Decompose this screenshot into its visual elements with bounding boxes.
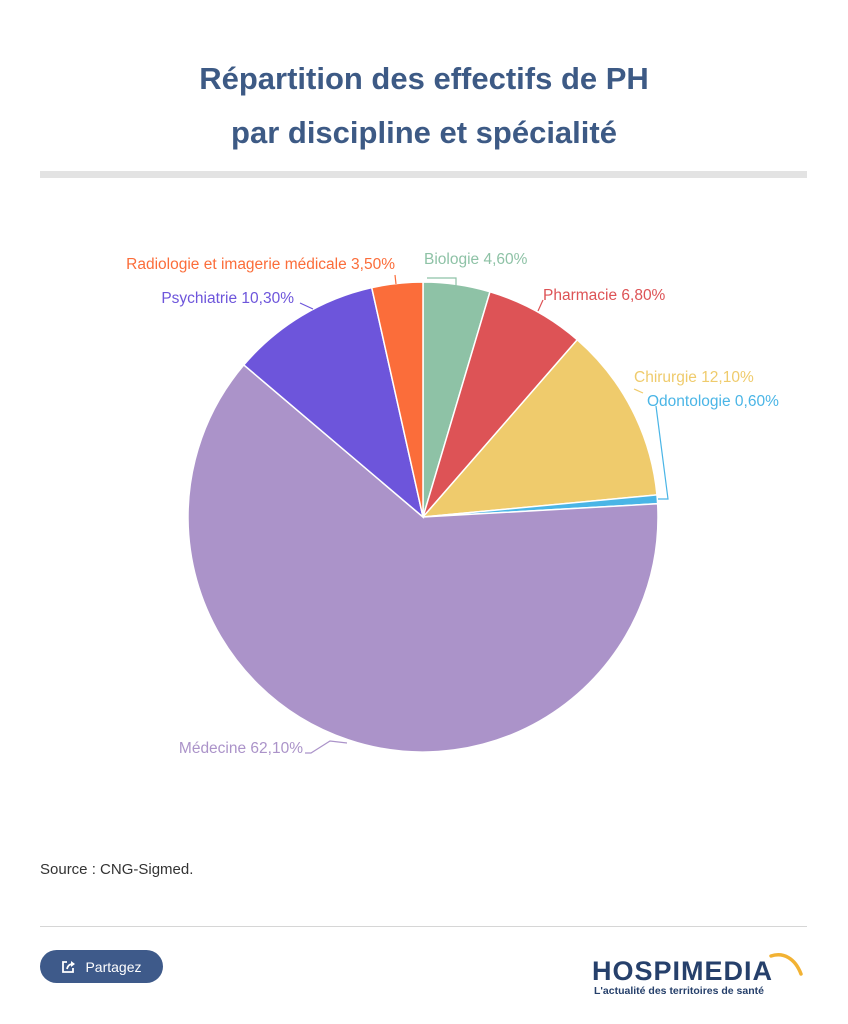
slice-label-psychiatrie: Psychiatrie 10,30% <box>161 290 294 307</box>
hospimedia-logo[interactable]: HOSPIMEDIA L'actualité des territoires d… <box>592 952 807 1002</box>
logo-wordmark: HOSPIMEDIA <box>592 956 774 986</box>
pie-chart: Biologie 4,60% Pharmacie 6,80% Chirurgie 1… <box>126 251 779 757</box>
pie-slice-chirurgie <box>421 338 658 518</box>
logo-arc-icon <box>769 953 803 976</box>
logo-tagline: L'actualité des territoires de santé <box>594 985 764 997</box>
share-icon <box>62 960 76 973</box>
slice-label-chirurgie: Chirurgie 12,10% <box>634 369 754 386</box>
share-button-label: Partagez <box>85 958 142 975</box>
pie-slice-radiologie-et-imagerie-m-dicale <box>370 281 424 518</box>
share-button[interactable]: Partagez <box>40 950 163 983</box>
chart-title-line-1: Répartition des effectifs de PH <box>199 61 649 96</box>
leader-line-biologie <box>427 277 457 287</box>
leader-line-radiologie-et-imagerie-m-dicale <box>394 274 397 285</box>
footer-divider <box>40 926 807 927</box>
leader-line-pharmacie <box>537 299 544 312</box>
leader-line-chirurgie <box>633 388 644 394</box>
leader-line-psychiatrie <box>299 302 314 310</box>
slice-label-radiologie-et-imagerie-m-dicale: Radiologie et imagerie médicale 3,50% <box>126 256 395 273</box>
slice-label-biologie: Biologie 4,60% <box>424 251 528 268</box>
slice-label-m-decine: Médecine 62,10% <box>179 740 303 757</box>
slice-label-odontologie: Odontologie 0,60% <box>647 393 779 410</box>
chart-title-line-2: par discipline et spécialité <box>231 115 617 150</box>
slice-label-pharmacie: Pharmacie 6,80% <box>543 287 666 304</box>
pie-slice-psychiatrie <box>242 286 425 520</box>
leader-line-odontologie <box>655 405 669 500</box>
leader-line-m-decine <box>305 740 348 754</box>
title-divider <box>40 171 807 178</box>
chart-title: Répartition des effectifs de PH par disc… <box>0 52 848 160</box>
pie-slice-m-decine <box>187 363 659 753</box>
source-note: Source : CNG-Sigmed. <box>40 861 194 878</box>
